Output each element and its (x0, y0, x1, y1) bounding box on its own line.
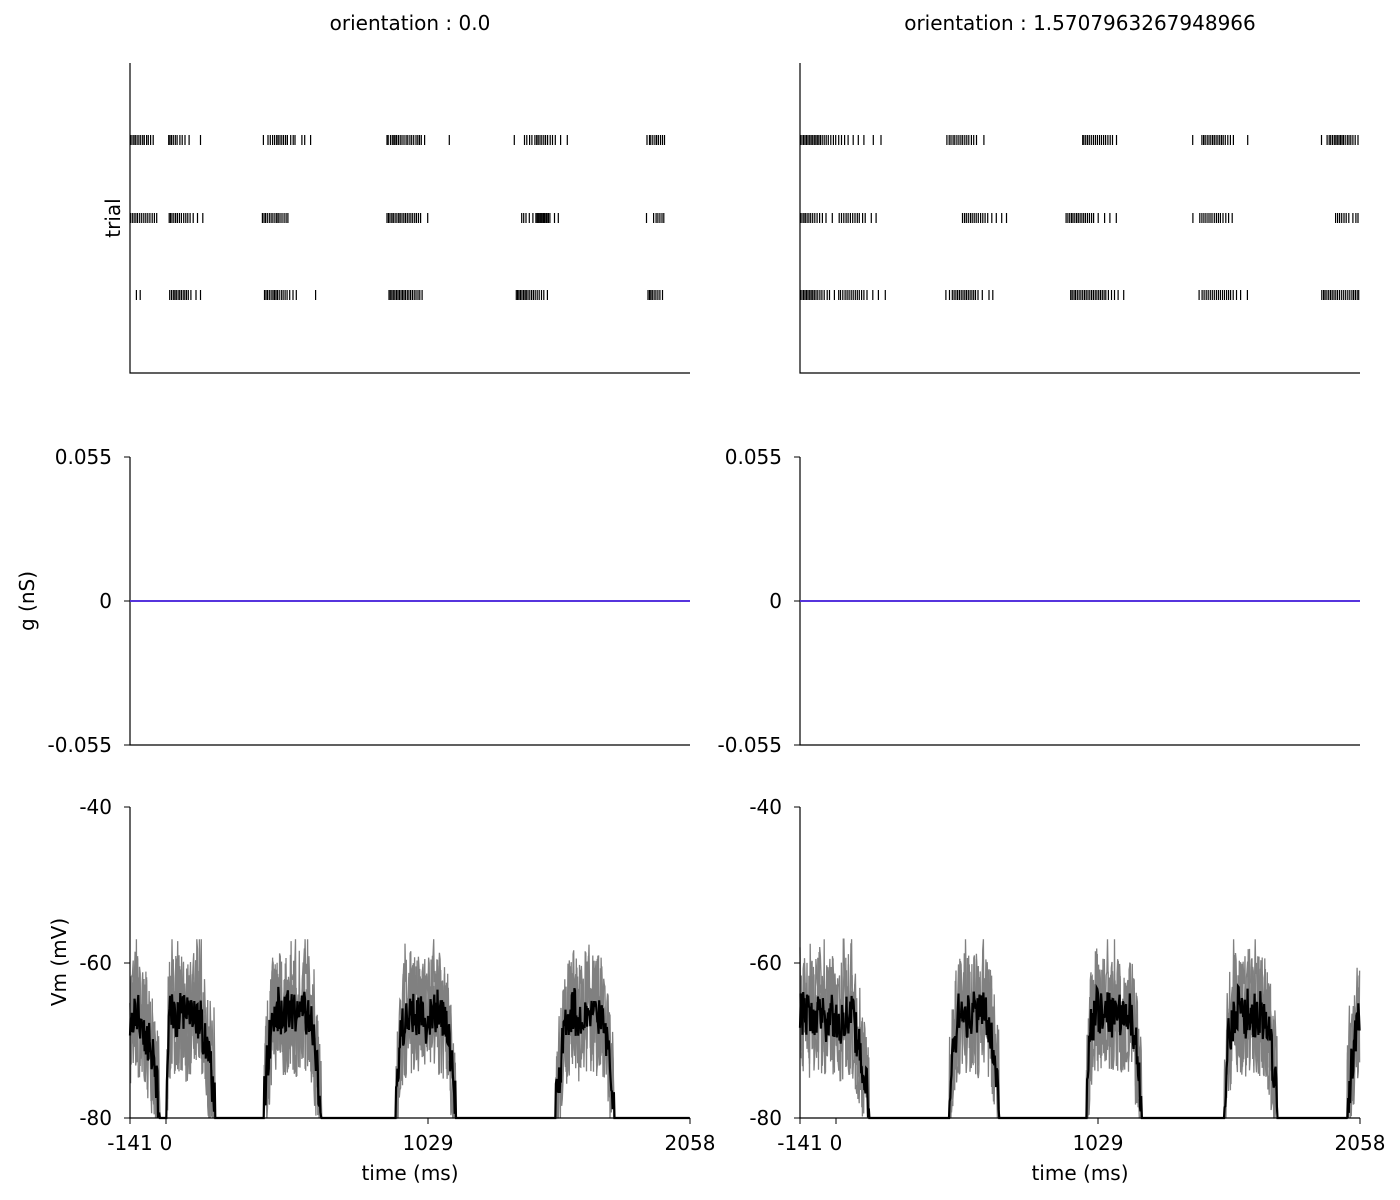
ytick-label: -40 (749, 795, 782, 819)
ytick-label: 0.055 (725, 445, 782, 469)
xtick-label: 2058 (1335, 1131, 1386, 1155)
conductance-panel-right: 0.055 0 -0.055 (718, 445, 1360, 757)
ytick-label: -80 (749, 1106, 782, 1130)
xtick-label: 2058 (665, 1131, 716, 1155)
ytick-label: -80 (79, 1106, 112, 1130)
xlabel-right: time (ms) (1031, 1161, 1128, 1185)
vm-panel-left: -40 -60 -80 -141 0 1029 2058 (79, 795, 715, 1155)
raster-panel-right (799, 63, 1360, 374)
raster-spikes-left (129, 135, 666, 300)
xtick-label: 0 (160, 1131, 173, 1155)
conductance-panel-left: 0.055 0 -0.055 (48, 445, 690, 757)
vm-traces-right (798, 938, 1361, 1120)
col-title-left: orientation : 0.0 (330, 11, 491, 35)
xtick-label: 1029 (403, 1131, 454, 1155)
vm-traces-left (128, 939, 690, 1120)
ylabel-conductance: g (nS) (15, 571, 39, 631)
ytick-label: -60 (749, 951, 782, 975)
xtick-label: -141 (777, 1131, 822, 1155)
ytick-label: 0.055 (55, 445, 112, 469)
ytick-label: 0 (99, 589, 112, 613)
xtick-label: -141 (107, 1131, 152, 1155)
raster-panel-left (129, 63, 690, 374)
ytick-label: -0.055 (718, 733, 782, 757)
raster-axes-right (799, 63, 1360, 374)
ytick-label: -40 (79, 795, 112, 819)
ytick-label: -0.055 (48, 733, 112, 757)
xtick-label: 1029 (1073, 1131, 1124, 1155)
xlabel-left: time (ms) (361, 1161, 458, 1185)
ylabel-vm: Vm (mV) (47, 918, 71, 1006)
ylabel-raster: trial (101, 198, 125, 237)
col-title-right: orientation : 1.5707963267948966 (904, 11, 1256, 35)
ytick-label: -60 (79, 951, 112, 975)
ytick-label: 0 (769, 589, 782, 613)
xtick-label: 0 (830, 1131, 843, 1155)
raster-spikes-right (799, 135, 1360, 300)
vm-panel-right: -40 -60 -80 -141 0 1029 2058 (749, 795, 1385, 1155)
raster-axes-left (129, 63, 690, 374)
